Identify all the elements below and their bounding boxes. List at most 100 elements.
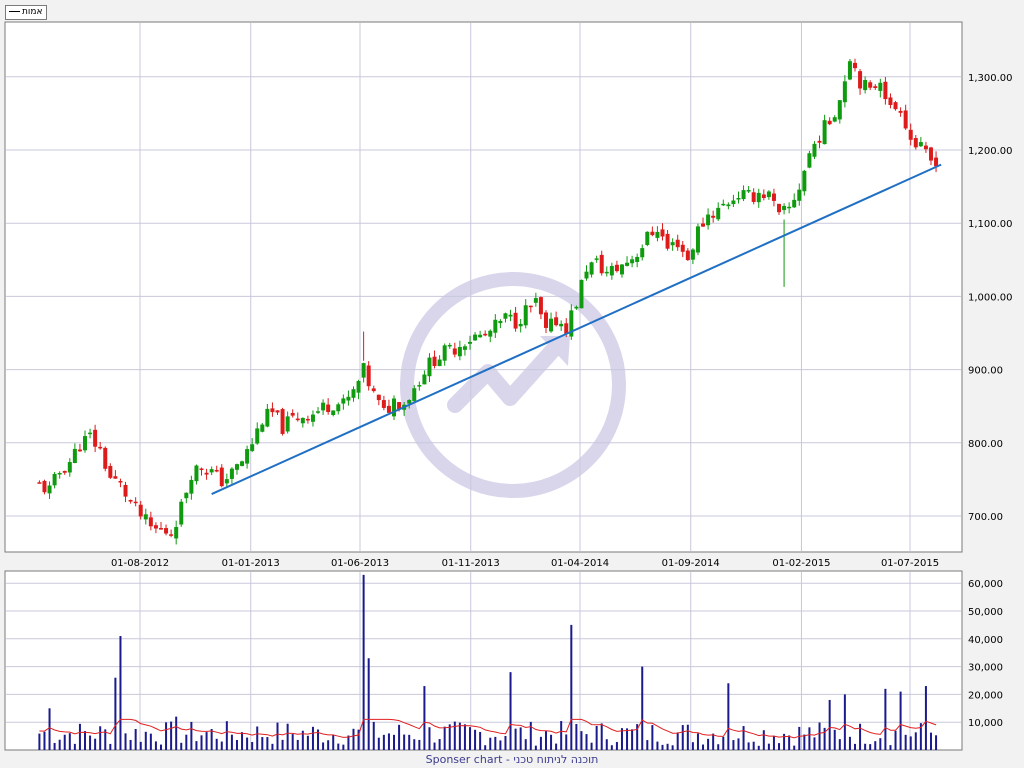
volume-bar bbox=[190, 721, 193, 750]
trendline[interactable] bbox=[211, 163, 942, 495]
volume-bar bbox=[702, 744, 705, 750]
volume-bar bbox=[332, 734, 335, 750]
candle-body bbox=[123, 484, 128, 497]
price-tick-label: 1,100.00 bbox=[968, 219, 1013, 230]
candle-body bbox=[660, 229, 665, 237]
volume-bar bbox=[788, 735, 791, 750]
volume-bar bbox=[311, 726, 314, 750]
volume-bar bbox=[803, 734, 806, 750]
candle-body bbox=[923, 145, 928, 150]
candle-body bbox=[52, 473, 57, 486]
volume-bar bbox=[479, 731, 482, 750]
volume-bar bbox=[767, 743, 770, 750]
candle-body bbox=[918, 142, 923, 147]
price-tick-label: 1,000.00 bbox=[968, 292, 1013, 303]
candle-body bbox=[42, 480, 47, 493]
volume-bar bbox=[615, 741, 618, 750]
volume-tick-label: 40,000 bbox=[968, 635, 1003, 646]
candle-body bbox=[766, 191, 771, 198]
candle-body bbox=[346, 396, 351, 401]
volume-bar bbox=[585, 734, 588, 750]
volume-bar bbox=[924, 686, 927, 750]
volume-bars bbox=[38, 574, 938, 750]
candle-body bbox=[321, 402, 326, 411]
volume-bar bbox=[286, 723, 289, 750]
candle-body bbox=[741, 190, 746, 200]
volume-bar bbox=[205, 732, 208, 750]
candle-body bbox=[782, 205, 787, 211]
candle-body bbox=[245, 449, 250, 464]
volume-bar bbox=[681, 725, 684, 750]
candle-body bbox=[893, 102, 898, 110]
date-tick-label: 01-02-2015 bbox=[772, 558, 830, 569]
volume-bar bbox=[139, 741, 142, 750]
candle-body bbox=[903, 110, 908, 129]
candle-body bbox=[711, 215, 716, 218]
volume-bar bbox=[53, 742, 56, 750]
candle-body bbox=[538, 297, 543, 315]
candle-body bbox=[787, 206, 792, 209]
candle-body bbox=[837, 100, 842, 120]
volume-bar bbox=[423, 686, 426, 750]
volume-bar bbox=[241, 732, 244, 750]
watermark-ring bbox=[400, 272, 626, 498]
watermark-arrow bbox=[447, 342, 561, 413]
candle-body bbox=[250, 444, 255, 451]
volume-bar bbox=[661, 744, 664, 750]
axis-labels: 700.00 800.00 900.00 1,000.00 1,100.00 1,200.… bbox=[111, 73, 1013, 729]
volume-bar bbox=[48, 708, 51, 750]
candle-body bbox=[726, 204, 731, 207]
volume-bar bbox=[362, 574, 365, 750]
candle-body bbox=[366, 365, 371, 387]
volume-bar bbox=[499, 740, 502, 750]
volume-bar bbox=[180, 742, 183, 750]
candle-body bbox=[234, 464, 239, 470]
volume-bar bbox=[281, 739, 284, 750]
volume-bar bbox=[570, 624, 573, 750]
volume-bar bbox=[544, 731, 547, 750]
candle-body bbox=[847, 61, 852, 80]
volume-bar bbox=[519, 727, 522, 750]
volume-bar bbox=[94, 738, 97, 750]
candle-body bbox=[295, 418, 300, 421]
volume-bar bbox=[783, 733, 786, 750]
volume-bar bbox=[398, 724, 401, 750]
candle-body bbox=[240, 461, 245, 466]
candle-body bbox=[108, 465, 113, 478]
legend[interactable]: אמות bbox=[5, 5, 47, 20]
volume-bar bbox=[560, 721, 563, 750]
date-tick-label: 01-11-2013 bbox=[442, 558, 500, 569]
volume-bar bbox=[175, 716, 178, 750]
candle-body bbox=[88, 432, 93, 435]
candle-body bbox=[908, 129, 913, 140]
candle-body bbox=[351, 389, 356, 398]
volume-bar bbox=[838, 739, 841, 750]
candle-body bbox=[392, 398, 397, 417]
candle-body bbox=[255, 428, 260, 444]
volume-bar bbox=[590, 742, 593, 750]
candle-body bbox=[214, 469, 219, 472]
volume-bar bbox=[317, 729, 320, 750]
candle-body bbox=[680, 244, 685, 252]
date-tick-label: 01-08-2012 bbox=[111, 558, 169, 569]
candle-body bbox=[518, 323, 523, 327]
candle-body bbox=[761, 194, 766, 199]
candle-body bbox=[493, 319, 498, 333]
candle-body bbox=[77, 449, 82, 452]
date-tick-label: 01-01-2013 bbox=[222, 558, 280, 569]
volume-plot-area bbox=[4, 570, 963, 751]
candle-body bbox=[331, 410, 336, 416]
volume-bar bbox=[772, 735, 775, 750]
volume-bar bbox=[600, 723, 603, 750]
volume-tick-label: 50,000 bbox=[968, 607, 1003, 618]
volume-bar bbox=[843, 694, 846, 750]
candle-body bbox=[422, 374, 427, 385]
candle-body bbox=[169, 534, 174, 536]
volume-bar bbox=[717, 744, 720, 750]
volume-bar bbox=[864, 743, 867, 750]
candle-body bbox=[817, 140, 822, 143]
volume-bar bbox=[144, 731, 147, 750]
volume-bar bbox=[646, 740, 649, 750]
volume-bar bbox=[99, 726, 102, 750]
volume-bar bbox=[641, 666, 644, 750]
